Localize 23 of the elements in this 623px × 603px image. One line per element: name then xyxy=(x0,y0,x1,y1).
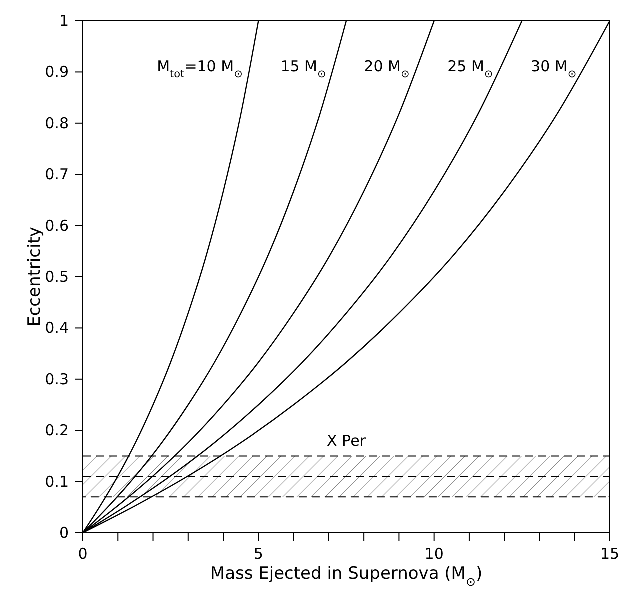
y-tick-label: 0.4 xyxy=(45,319,69,338)
y-tick-label: 0.7 xyxy=(45,166,69,184)
series-label: 15 M$_{⊙}$ xyxy=(280,58,326,81)
x-tick-label: 15 xyxy=(600,545,620,563)
x-tick-label: 0 xyxy=(78,545,88,563)
series-label: 20 M$_{⊙}$ xyxy=(364,58,410,81)
series-label: 30 M$_{⊙}$ xyxy=(531,58,577,81)
y-tick-label: 0.2 xyxy=(45,422,69,440)
y-tick-label: 0.8 xyxy=(45,114,69,132)
x-axis-title: Mass Ejected in Supernova (M$_{⊙}$) xyxy=(210,564,483,589)
y-tick-label: 0.9 xyxy=(45,63,69,82)
x-tick-label: 5 xyxy=(254,545,264,563)
band-label: X Per xyxy=(327,432,367,450)
y-axis-title: Eccentricity xyxy=(25,227,45,327)
y-tick-label: 0.5 xyxy=(45,268,69,286)
y-tick-label: 1 xyxy=(59,12,69,30)
y-tick-label: 0 xyxy=(59,524,69,542)
x-tick-label: 10 xyxy=(424,545,444,563)
series-label: M$_{tot}$=10 M$_{⊙}$ xyxy=(157,58,243,81)
series-label: 25 M$_{⊙}$ xyxy=(448,58,494,81)
y-tick-label: 0.1 xyxy=(45,472,69,491)
y-tick-label: 0.3 xyxy=(45,370,69,388)
y-tick-label: 0.6 xyxy=(45,216,69,235)
